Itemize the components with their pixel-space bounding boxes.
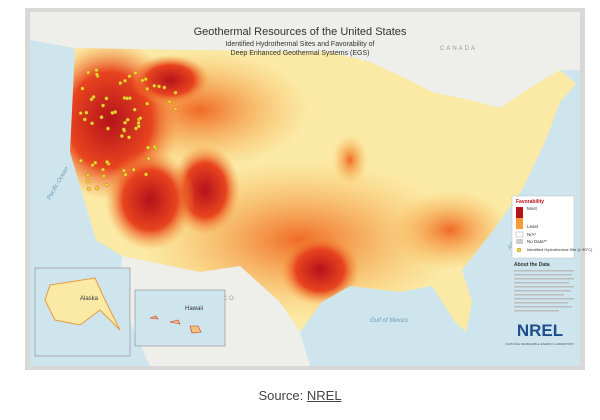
hawaii-inset bbox=[134, 289, 226, 347]
site-marker bbox=[173, 90, 178, 95]
site-marker bbox=[100, 167, 105, 172]
site-marker bbox=[104, 182, 109, 187]
site-marker bbox=[152, 144, 157, 149]
site-marker bbox=[125, 117, 130, 122]
logo-subtitle: NATIONAL RENEWABLE ENERGY LABORATORY bbox=[506, 342, 575, 346]
site-marker bbox=[119, 134, 124, 139]
site-marker bbox=[145, 86, 150, 91]
legend-site-marker bbox=[516, 247, 522, 253]
site-marker bbox=[99, 115, 104, 120]
site-marker bbox=[91, 94, 96, 99]
site-marker bbox=[93, 160, 98, 165]
site-marker bbox=[121, 168, 126, 173]
site-marker bbox=[162, 85, 167, 90]
site-marker bbox=[86, 70, 91, 75]
site-marker bbox=[157, 84, 162, 89]
map-subtitle: Deep Enhanced Geothermal Systems (EGS) bbox=[231, 50, 370, 57]
site-marker bbox=[95, 186, 100, 191]
caption-prefix: Source: bbox=[258, 388, 304, 403]
region-label: CANADA bbox=[440, 46, 477, 52]
legend-title: Favorability bbox=[516, 199, 544, 205]
site-marker bbox=[134, 126, 139, 131]
favorability-zone bbox=[130, 55, 210, 105]
site-marker bbox=[136, 120, 141, 125]
site-marker bbox=[85, 173, 90, 178]
favorability-zone bbox=[105, 150, 195, 250]
site-marker bbox=[173, 106, 178, 111]
logo: NREL bbox=[517, 321, 563, 340]
site-marker bbox=[90, 121, 95, 126]
map-figure: Geothermal Resources of the United State… bbox=[25, 8, 593, 370]
site-marker bbox=[123, 120, 128, 125]
site-marker bbox=[80, 86, 85, 91]
site-marker bbox=[78, 158, 83, 163]
map-subtitle: Identified Hydrothermal Sites and Favora… bbox=[225, 41, 374, 48]
site-marker bbox=[118, 81, 123, 86]
site-marker bbox=[127, 135, 132, 140]
site-marker bbox=[104, 96, 109, 101]
hawaii-land bbox=[149, 315, 202, 334]
site-marker bbox=[146, 145, 151, 150]
site-marker bbox=[167, 99, 172, 104]
about-text-lines bbox=[514, 270, 574, 312]
about-heading: About the Data bbox=[514, 262, 550, 268]
legend-item: Least bbox=[527, 224, 539, 229]
site-marker bbox=[94, 68, 99, 73]
legend-swatch bbox=[515, 231, 524, 238]
canada-land bbox=[30, 12, 580, 108]
site-marker bbox=[90, 163, 95, 168]
site-marker bbox=[132, 107, 137, 112]
site-marker bbox=[123, 172, 128, 177]
site-marker bbox=[105, 126, 110, 131]
site-marker bbox=[84, 110, 89, 115]
site-marker bbox=[140, 78, 145, 83]
site-marker bbox=[138, 116, 143, 121]
legend-swatch bbox=[516, 218, 523, 229]
source-link[interactable]: NREL bbox=[306, 388, 342, 403]
site-marker bbox=[152, 83, 157, 88]
site-marker bbox=[94, 72, 99, 77]
site-marker bbox=[127, 74, 132, 79]
alaska-land bbox=[44, 277, 121, 331]
inset-label: Hawaii bbox=[185, 306, 203, 312]
site-marker bbox=[101, 174, 106, 179]
legend-swatch bbox=[516, 239, 523, 244]
site-marker bbox=[121, 127, 126, 132]
favorability-zone bbox=[332, 135, 368, 185]
site-marker bbox=[86, 186, 91, 191]
site-marker bbox=[101, 103, 106, 108]
site-marker bbox=[133, 70, 138, 75]
legend-item: N/A* bbox=[527, 232, 537, 237]
site-marker bbox=[146, 156, 151, 161]
site-marker bbox=[145, 101, 150, 106]
legend-item: Most bbox=[527, 206, 538, 211]
site-marker bbox=[82, 117, 87, 122]
legend-item: Identified Hydrothermal Site (≥ 90°C) bbox=[527, 247, 593, 252]
map-title: Geothermal Resources of the United State… bbox=[194, 26, 407, 38]
legend-item: No Data** bbox=[527, 239, 547, 244]
site-marker bbox=[125, 96, 130, 101]
hydrothermal-sites bbox=[78, 68, 178, 191]
site-marker bbox=[123, 78, 128, 83]
ocean-label: Gulf of Mexico bbox=[370, 318, 409, 324]
favorability-zone bbox=[280, 235, 360, 305]
caption: Source: NREL bbox=[0, 388, 600, 403]
site-marker bbox=[110, 110, 115, 115]
inset-label: Alaska bbox=[80, 296, 99, 302]
site-marker bbox=[131, 167, 136, 172]
site-marker bbox=[144, 172, 149, 177]
site-marker bbox=[105, 159, 110, 164]
site-marker bbox=[143, 77, 148, 82]
site-marker bbox=[136, 124, 141, 129]
site-marker bbox=[78, 111, 83, 116]
site-marker bbox=[85, 179, 90, 184]
